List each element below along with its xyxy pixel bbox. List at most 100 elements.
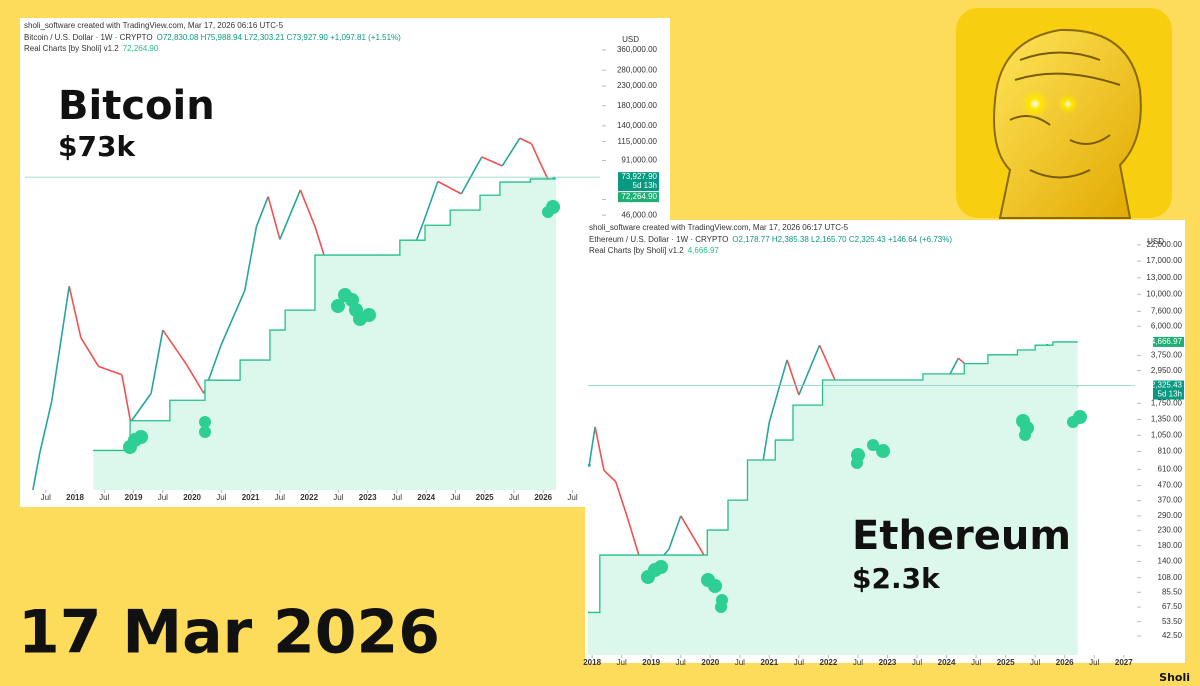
legend-ohlc: O2,178.77 H2,385.38 L2,165.70 C2,325.43 … (732, 235, 952, 244)
price-segment (460, 156, 483, 195)
x-tick-label: 2020 (701, 658, 719, 667)
legend-indicator-value: 4,666.97 (688, 246, 720, 255)
legend-series: Real Charts [by Sholi] v1.2 (24, 44, 119, 53)
y-tick-label: 46,000.00 (621, 210, 657, 219)
x-tick-label: 2026 (1056, 658, 1074, 667)
x-tick-label: 2020 (183, 493, 201, 502)
price-segment (603, 469, 617, 483)
x-tick-label: Jul (617, 658, 627, 667)
x-tick-label: Jul (794, 658, 804, 667)
price-segment (68, 286, 82, 338)
x-tick-label: 2018 (583, 658, 601, 667)
x-tick-label: 2024 (938, 658, 956, 667)
y-tick-label: 108.00 (1158, 573, 1183, 582)
price-segment (32, 452, 41, 490)
y-tick-label: 180,000.00 (617, 101, 658, 110)
y-tick-label: 10,000.00 (1146, 289, 1182, 298)
y-tick-label: 180.00 (1158, 541, 1183, 550)
x-tick-label: Jul (971, 658, 981, 667)
x-tick-label: 2026 (534, 493, 552, 502)
x-tick-label: Jul (333, 493, 343, 502)
y-tick-label: 140,000.00 (617, 121, 658, 130)
last-price-label: 73,927.90 (621, 172, 657, 181)
price-segment (162, 329, 187, 365)
price-segment (129, 392, 152, 423)
x-tick-label: 2023 (359, 493, 377, 502)
legend-indicator: Real Charts [by Sholi] v1.2 72,264.90 (24, 44, 159, 53)
countdown-label: 5d 13h (1158, 390, 1182, 399)
x-tick-label: 2027 (1115, 658, 1133, 667)
x-tick-label: Jul (450, 493, 460, 502)
legend-main: Ethereum / U.S. Dollar · 1W · CRYPTO O2,1… (589, 235, 952, 244)
asset-name: Ethereum (852, 513, 1071, 559)
x-tick-label: Jul (509, 493, 519, 502)
x-tick-label: Jul (676, 658, 686, 667)
price-segment (786, 359, 800, 396)
y-tick-label: 280,000.00 (617, 65, 658, 74)
price-segment (594, 426, 605, 471)
y-tick-label: 140.00 (1158, 557, 1183, 566)
legend-main: Bitcoin / U.S. Dollar · 1W · CRYPTO O72,8… (24, 33, 401, 42)
y-tick-label: 91,000.00 (621, 156, 657, 165)
x-tick-label: Jul (1030, 658, 1040, 667)
header-currency: USD (1147, 237, 1164, 246)
plot (32, 137, 557, 490)
legend-indicator-value: 72,264.90 (123, 44, 159, 53)
price-segment (422, 181, 439, 223)
x-tick-label: Jul (99, 493, 109, 502)
y-tick-label: 230,000.00 (617, 81, 658, 90)
y-tick-label: 1,050.00 (1151, 430, 1183, 439)
date-title: 17 Mar 2026 (18, 598, 440, 668)
indicator-step-line (93, 178, 557, 452)
y-tick-label: 470.00 (1158, 481, 1183, 490)
indicator-price-box (1153, 336, 1184, 347)
last-price-box (1153, 380, 1184, 400)
y-tick-label: 85.50 (1162, 587, 1183, 596)
asset-price: $73k (58, 130, 136, 163)
y-tick-label: 230.00 (1158, 525, 1183, 534)
y-tick-label: 17,000.00 (1146, 256, 1182, 265)
price-segment (150, 329, 164, 394)
price-segment (481, 156, 503, 167)
price-segment (501, 137, 521, 167)
y-tick-label: 13,000.00 (1146, 273, 1182, 282)
y-tick-label: 53.50 (1162, 617, 1183, 626)
indicator-area (93, 178, 557, 490)
x-tick-label: 2025 (997, 658, 1015, 667)
price-segment (255, 196, 269, 227)
highlight-marks (123, 200, 1087, 613)
indicator-price-box (618, 192, 659, 203)
y-tick-label: 1,350.00 (1151, 415, 1183, 424)
price-segment (243, 226, 258, 291)
price-segment (267, 196, 281, 240)
x-tick-label: 2024 (417, 493, 435, 502)
x-tick-label: 2023 (879, 658, 897, 667)
x-tick-label: Jul (392, 493, 402, 502)
y-tick-label: 2,950.00 (1151, 366, 1183, 375)
y-tick-label: 42.50 (1162, 631, 1183, 640)
price-segment (588, 426, 596, 466)
countdown-label: 5d 13h (633, 181, 657, 190)
y-tick-label: 360,000.00 (617, 45, 658, 54)
y-tick-label: 1,750.00 (1151, 398, 1183, 407)
y-tick-label: 7,600.00 (1151, 307, 1183, 316)
x-tick-label: 2019 (642, 658, 660, 667)
asset-name: Bitcoin (58, 83, 215, 129)
price-segment (818, 344, 836, 379)
x-tick-label: Jul (158, 493, 168, 502)
price-segment (279, 189, 302, 240)
y-tick-label: 810.00 (1158, 447, 1183, 456)
x-tick-label: Jul (853, 658, 863, 667)
y-tick-label: 115,000.00 (618, 137, 658, 146)
price-segment (615, 481, 629, 519)
price-segment (668, 515, 682, 550)
x-tick-label: Jul (1089, 658, 1099, 667)
x-tick-label: Jul (216, 493, 226, 502)
bitcoin-chart: sholi_software created with TradingView.… (20, 18, 670, 507)
y-tick-label: 290.00 (1158, 511, 1183, 520)
asset-price: $2.3k (852, 562, 941, 595)
x-tick-label: Jul (912, 658, 922, 667)
y-tick-label: 22,000.00 (1146, 240, 1182, 249)
x-tick-label: Jul (275, 493, 285, 502)
x-tick-label: 2021 (760, 658, 778, 667)
